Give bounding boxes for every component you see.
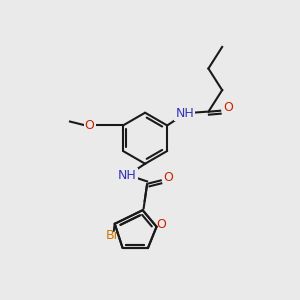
Bar [107,202,160,255]
Text: NH: NH [118,169,137,182]
Text: O: O [85,119,94,132]
Text: Br: Br [106,229,120,242]
Text: Br: Br [106,229,120,242]
Text: O: O [164,171,174,184]
Text: NH: NH [176,107,194,120]
Text: O: O [157,218,166,231]
Text: O: O [157,217,166,230]
Text: O: O [223,101,233,114]
